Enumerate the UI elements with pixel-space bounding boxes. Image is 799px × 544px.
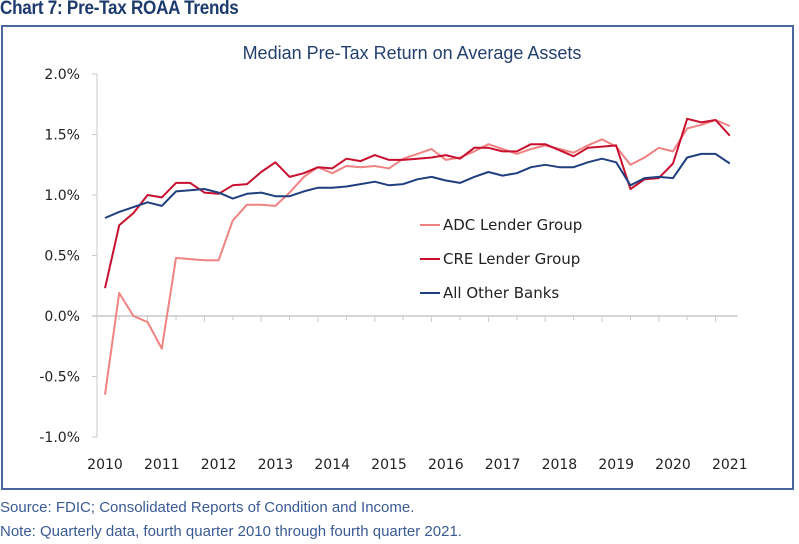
y-tick-label: 0.0%: [44, 309, 80, 325]
y-tick-label: 1.5%: [44, 128, 80, 144]
x-tick-label: 2011: [144, 457, 180, 473]
legend-label: ADC Lender Group: [443, 216, 582, 234]
y-tick-label: 2.0%: [44, 67, 80, 83]
chart-frame: [1, 25, 794, 490]
y-tick-label: -0.5%: [39, 370, 80, 386]
series-line-adc-lender-group: [104, 119, 731, 395]
legend-label: All Other Banks: [443, 284, 559, 302]
x-tick-label: 2019: [598, 457, 634, 473]
series-line-cre-lender-group: [104, 117, 731, 289]
series-line-all-other-banks: [104, 152, 731, 219]
x-tick-label: 2012: [201, 457, 237, 473]
plot-title: Median Pre-Tax Return on Average Assets: [243, 43, 582, 63]
y-tick-label: 1.0%: [44, 188, 80, 204]
x-tick-label: 2014: [314, 457, 350, 473]
chart-heading: Chart 7: Pre-Tax ROAA Trends: [0, 0, 239, 19]
x-tick-label: 2015: [371, 457, 407, 473]
x-tick-label: 2018: [542, 457, 578, 473]
x-tick-label: 2010: [87, 457, 123, 473]
x-tick-label: 2017: [485, 457, 521, 473]
data-note: Note: Quarterly data, fourth quarter 201…: [0, 523, 462, 540]
y-tick-label: -1.0%: [39, 430, 80, 446]
x-tick-label: 2021: [712, 457, 748, 473]
x-tick-labels: 2010 2011 2012 2013 2014 2015 2016 2017 2018 2019…: [87, 457, 747, 473]
legend: ADC Lender Group CRE Lender Group All Othe…: [420, 216, 582, 302]
y-tick-labels: 2.0% 1.5% 1.0% 0.5% 0.0% -0.5% -1.0%: [39, 67, 80, 446]
axes: [92, 73, 738, 438]
legend-label: CRE Lender Group: [443, 250, 580, 268]
x-tick-label: 2013: [258, 457, 294, 473]
source-note: Source: FDIC; Consolidated Reports of Co…: [0, 499, 415, 516]
x-tick-label: 2016: [428, 457, 464, 473]
series-lines: [104, 117, 731, 395]
x-tick-label: 2020: [655, 457, 691, 473]
y-tick-label: 0.5%: [44, 249, 80, 265]
